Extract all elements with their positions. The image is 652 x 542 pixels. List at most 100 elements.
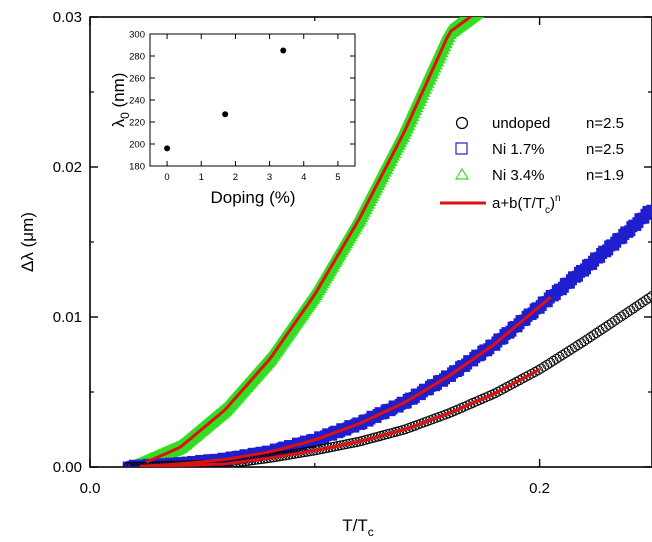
inset-x-tick-label: 1 <box>199 172 204 183</box>
inset-y-tick-label: 240 <box>129 96 145 107</box>
data-point-undoped <box>523 370 534 381</box>
inset-x-tick-label: 2 <box>233 172 238 183</box>
data-point-ni17 <box>646 204 652 216</box>
inset-y-tick-label: 180 <box>129 162 145 173</box>
inset-background <box>149 33 356 167</box>
legend: undoped n=2.5 Ni 1.7% n=2.5 Ni 3.4% n=1.… <box>440 115 624 216</box>
data-point-undoped <box>123 462 134 467</box>
data-point-undoped <box>496 385 506 396</box>
fit-layer <box>139 17 552 467</box>
data-point-undoped <box>640 295 651 306</box>
y-tick-label: 0.03 <box>53 9 82 26</box>
inset-data-point <box>222 111 229 118</box>
legend-n-ni17: n=2.5 <box>586 141 624 158</box>
series-circle <box>123 291 652 467</box>
data-point-undoped <box>585 332 596 343</box>
legend-marker-undoped <box>455 116 469 130</box>
x-axis-label-sub: c <box>368 525 374 539</box>
data-point-undoped <box>502 381 513 392</box>
inset-x-tick-label: 4 <box>301 172 306 183</box>
data-point-undoped <box>606 317 617 328</box>
x-axis-label-main: T/T <box>342 516 368 535</box>
inset-data-point <box>164 145 171 152</box>
inset-chart: 180 200 220 240 260 280 300 0 1 2 3 4 5 Doping (%) λ… <box>109 30 356 207</box>
y-axis-label: Δλ (μm) <box>18 212 37 272</box>
data-point-ni34 <box>475 1 489 13</box>
legend-fit-close: ) <box>550 195 555 212</box>
data-point-undoped <box>588 330 599 341</box>
legend-marker-ni17 <box>455 142 468 155</box>
x-tick-label: 0.0 <box>80 480 101 497</box>
data-point-undoped <box>529 367 540 377</box>
data-point-undoped <box>508 378 519 389</box>
data-point-undoped <box>647 291 652 301</box>
data-point-undoped <box>533 365 543 376</box>
data-point-undoped <box>613 313 624 324</box>
data-point-undoped <box>625 305 636 316</box>
legend-fit-main: a+b(T/T <box>492 195 545 212</box>
inset-y-tick-label: 280 <box>129 52 145 63</box>
inset-data-point <box>280 47 287 54</box>
data-point-undoped <box>591 328 602 338</box>
inset-x-tick-label: 5 <box>335 172 340 183</box>
data-point-undoped <box>610 315 620 326</box>
data-point-undoped <box>492 386 503 397</box>
legend-marker-ni34 <box>454 167 470 180</box>
y-tick-label: 0.01 <box>53 309 82 326</box>
fit-line-triangle <box>145 17 473 464</box>
x-axis-label: T/Tc <box>342 516 374 539</box>
inset-x-tick-label: 0 <box>164 172 169 183</box>
legend-fit-sub: c <box>545 205 550 216</box>
data-point-undoped <box>637 297 648 308</box>
data-point-undoped <box>520 371 531 382</box>
fit-line-circle <box>139 368 541 467</box>
data-point-undoped <box>603 319 614 330</box>
data-point-undoped <box>489 388 500 399</box>
inset-y-axis-label: λ0 (nm) <box>109 73 132 128</box>
inset-y-label-sub: 0 <box>118 112 132 119</box>
data-point-undoped <box>597 323 608 334</box>
data-point-undoped <box>634 299 645 310</box>
inset-x-tick-label: 3 <box>267 172 272 183</box>
data-point-ni34 <box>471 4 485 16</box>
inset-y-tick-label: 300 <box>129 30 145 41</box>
y-tick-label: 0.00 <box>53 459 82 476</box>
data-point-undoped <box>619 309 630 320</box>
inset-axis-ticks <box>150 33 355 167</box>
y-tick-label: 0.02 <box>53 159 82 176</box>
inset-y-tick-label: 260 <box>129 74 145 85</box>
y-axis-label-suffix: ) <box>18 212 37 218</box>
y-axis-label-unit: μm <box>18 218 37 242</box>
data-point-undoped <box>594 326 605 336</box>
legend-label-ni34: Ni 3.4% <box>492 167 545 184</box>
data-point-undoped <box>631 301 642 312</box>
legend-n-undoped: n=2.5 <box>586 115 624 132</box>
inset-y-tick-label: 200 <box>129 140 145 151</box>
data-point-undoped <box>514 375 525 386</box>
data-point-ni34 <box>477 0 491 12</box>
data-point-undoped <box>517 373 528 384</box>
data-point-undoped <box>505 380 516 391</box>
fit-line-square <box>139 295 552 467</box>
data-point-undoped <box>616 311 627 322</box>
data-point-undoped <box>511 376 522 387</box>
legend-label-fit: a+b(T/Tc)n <box>492 193 561 216</box>
x-tick-label: 0.2 <box>529 480 550 497</box>
data-point-undoped <box>499 383 510 394</box>
data-point-undoped <box>526 368 537 379</box>
data-point-undoped <box>643 293 652 304</box>
inset-x-axis-label: Doping (%) <box>210 188 295 207</box>
inset-y-tick-label: 220 <box>129 118 145 129</box>
data-point-ni34 <box>472 3 486 15</box>
main-axis-tick-labels: 0.00 0.01 0.02 0.03 0.0 0.2 <box>53 9 550 497</box>
inset-y-label-main: λ <box>109 118 128 127</box>
inset-axis-tick-labels: 180 200 220 240 260 280 300 0 1 2 3 4 5 <box>129 30 340 184</box>
legend-fit-sup: n <box>555 193 561 204</box>
data-point-ni34 <box>474 2 488 14</box>
inset-points <box>164 47 287 152</box>
legend-label-ni17: Ni 1.7% <box>492 141 545 158</box>
main-axis-ticks <box>89 16 652 468</box>
y-axis-label-prefix: Δλ ( <box>18 241 37 272</box>
legend-n-ni34: n=1.9 <box>586 167 624 184</box>
